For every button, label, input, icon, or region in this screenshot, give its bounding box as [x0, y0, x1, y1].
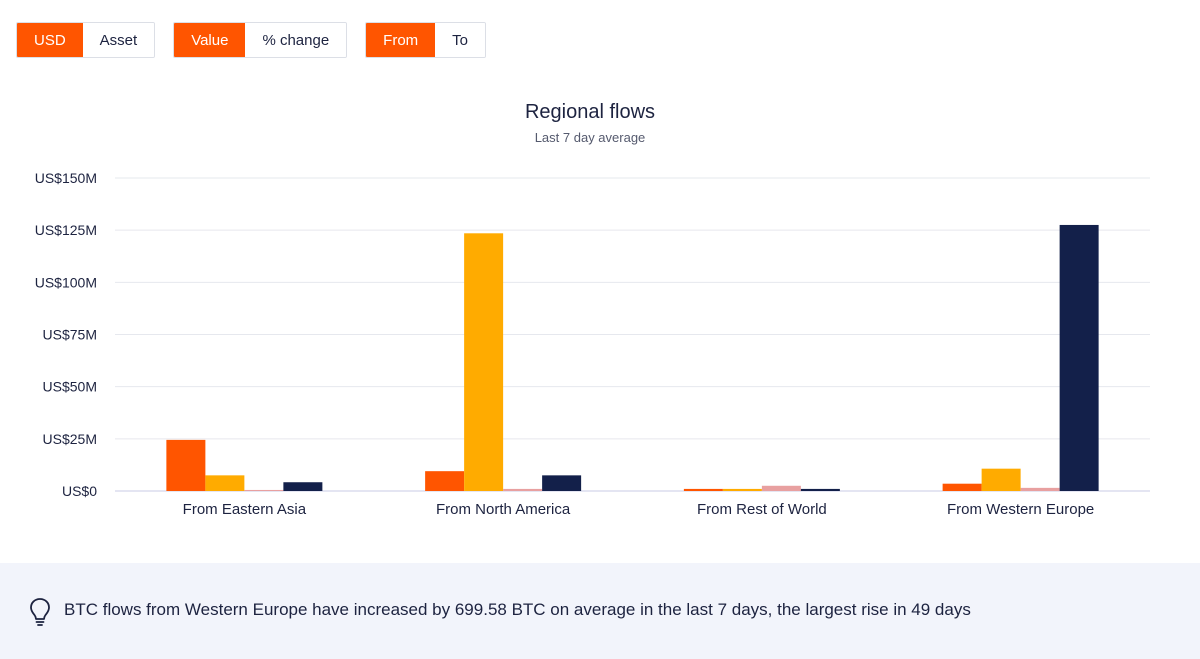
y-tick-label: US$100M — [35, 274, 97, 290]
grid-layer: US$0 US$25M US$50M US$75M US$100M US$125M US$1… — [35, 170, 1150, 499]
asset-toggle-button[interactable]: Asset — [82, 23, 155, 57]
y-tick-label: US$150M — [35, 170, 97, 186]
y-tick-label: US$25M — [43, 431, 97, 447]
from-toggle-button[interactable]: From — [366, 23, 436, 57]
bar[interactable] — [683, 488, 723, 491]
regional-flows-chart: Regional flows Last 7 day average US$0 US… — [0, 90, 1200, 530]
bar[interactable] — [942, 483, 982, 491]
y-tick-label: US$75M — [43, 327, 97, 343]
bar[interactable] — [244, 489, 284, 491]
bar[interactable] — [722, 488, 762, 491]
usd-toggle-button[interactable]: USD — [17, 23, 83, 57]
bar[interactable] — [542, 475, 582, 491]
y-tick-label: US$50M — [43, 379, 97, 395]
bar[interactable] — [464, 233, 504, 491]
direction-toggle: From To — [365, 22, 487, 58]
y-tick-label: US$125M — [35, 222, 97, 238]
bar[interactable] — [1059, 224, 1099, 491]
measure-toggle: Value % change — [173, 22, 348, 58]
toggle-bar: USD Asset Value % change From To — [16, 22, 487, 58]
insight-panel: BTC flows from Western Europe have incre… — [0, 563, 1200, 659]
chart-subtitle: Last 7 day average — [535, 130, 646, 145]
bar[interactable] — [425, 471, 465, 491]
chart-title: Regional flows — [525, 101, 655, 123]
x-tick-label: From North America — [436, 501, 571, 518]
x-axis-labels: From Eastern Asia From North America From … — [183, 501, 1095, 518]
chart-svg: Regional flows Last 7 day average US$0US… — [35, 101, 1150, 518]
bar-layer — [166, 224, 1099, 491]
currency-toggle: USD Asset — [16, 22, 156, 58]
bar[interactable] — [283, 482, 323, 491]
bar[interactable] — [800, 488, 840, 491]
y-tick-label: US$0 — [62, 483, 97, 499]
percent-change-toggle-button[interactable]: % change — [245, 23, 347, 57]
lightbulb-icon — [30, 598, 50, 626]
x-tick-label: From Rest of World — [697, 501, 827, 518]
x-tick-label: From Eastern Asia — [183, 501, 307, 518]
bar[interactable] — [981, 468, 1021, 491]
bar[interactable] — [1020, 487, 1060, 491]
bar[interactable] — [205, 475, 245, 491]
insight-text: BTC flows from Western Europe have incre… — [64, 600, 971, 619]
value-toggle-button[interactable]: Value — [174, 23, 246, 57]
bar[interactable] — [503, 488, 543, 491]
bar[interactable] — [761, 485, 801, 491]
to-toggle-button[interactable]: To — [435, 23, 486, 57]
bar[interactable] — [166, 439, 206, 491]
x-tick-label: From Western Europe — [947, 501, 1094, 518]
